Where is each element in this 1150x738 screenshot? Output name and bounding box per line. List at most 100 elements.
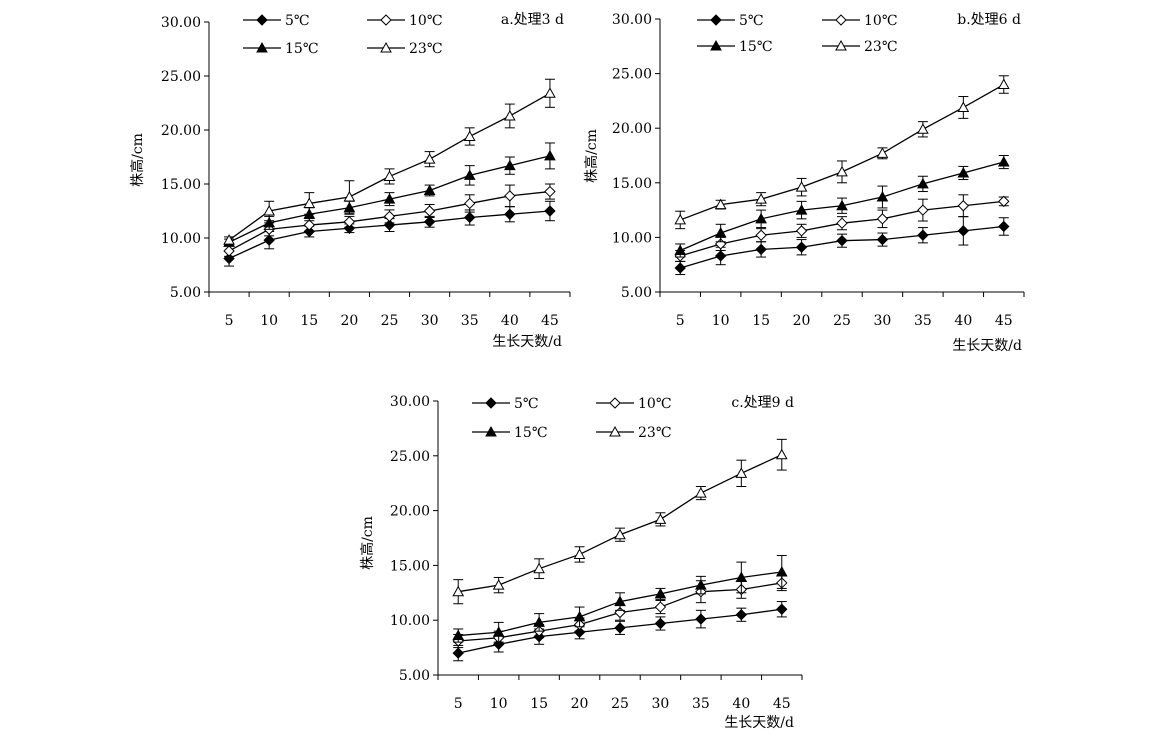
data-point: [917, 177, 929, 189]
data-point: [573, 610, 586, 622]
data-point: [423, 153, 436, 164]
legend-marker: [835, 39, 847, 51]
legend-label: 23℃: [638, 425, 671, 441]
data-point: [775, 448, 788, 460]
data-point: [755, 193, 767, 204]
y-tick-label: 5.00: [399, 668, 430, 684]
data-point: [614, 528, 626, 540]
data-point: [674, 213, 687, 225]
series-0: [452, 601, 788, 662]
data-point: [836, 199, 848, 211]
y-tick-label: 30.00: [161, 15, 201, 31]
legend-label: 5℃: [285, 13, 310, 29]
data-point: [263, 216, 276, 228]
y-tick-label: 10.00: [390, 613, 430, 629]
data-point: [573, 626, 586, 638]
x-tick-label: 35: [692, 696, 710, 712]
x-tick-label: 35: [914, 313, 932, 329]
legend-marker: [710, 39, 722, 51]
data-point: [917, 229, 929, 241]
legend-label: 5℃: [739, 13, 764, 29]
data-point: [876, 190, 889, 202]
x-tick-label: 15: [300, 313, 318, 329]
data-point: [998, 195, 1010, 208]
data-point: [876, 213, 889, 225]
x-tick-label: 40: [501, 313, 519, 329]
data-point: [544, 205, 556, 217]
y-tick-label: 5.00: [170, 285, 201, 301]
legend-marker: [485, 397, 497, 409]
y-tick-label: 25.00: [161, 69, 201, 85]
data-point: [714, 198, 727, 210]
x-tick-label: 45: [995, 313, 1013, 329]
x-tick-label: 30: [421, 313, 439, 329]
data-point: [343, 190, 356, 202]
data-point: [573, 548, 586, 559]
x-tick-label: 5: [225, 313, 234, 329]
data-point: [674, 244, 687, 256]
data-point: [303, 197, 316, 208]
data-point: [997, 156, 1010, 167]
data-point: [775, 565, 788, 577]
data-point: [504, 208, 516, 220]
y-tick-label: 5.00: [621, 285, 652, 301]
data-point: [795, 241, 808, 253]
data-point: [695, 487, 707, 498]
data-point: [654, 601, 667, 613]
series-0: [223, 200, 556, 267]
legend-marker: [835, 14, 847, 26]
y-axis-label: 株高/cm: [129, 133, 146, 187]
x-tick-label: 25: [611, 696, 629, 712]
x-tick-label: 10: [260, 313, 278, 329]
x-tick-label: 10: [712, 313, 730, 329]
data-point: [714, 250, 727, 262]
y-tick-label: 15.00: [161, 177, 201, 193]
chart-panel-a: 5.00 10.00 15.00 20.00 25.00 30.00 5 10 15 20 25 30…: [129, 12, 571, 350]
x-tick-label: 45: [773, 696, 791, 712]
data-point: [776, 603, 788, 615]
x-tick-label: 25: [381, 313, 399, 329]
y-tick-label: 25.00: [612, 67, 652, 83]
data-point: [464, 211, 476, 224]
series-3: [223, 78, 556, 245]
data-point: [795, 181, 808, 192]
legend-label: 23℃: [864, 39, 897, 55]
data-point: [836, 165, 848, 177]
legend-label: 15℃: [514, 425, 547, 441]
data-point: [533, 562, 545, 574]
legend-label: 10℃: [864, 13, 897, 29]
x-axis-label: 生长天数/d: [724, 715, 794, 731]
series-2: [452, 555, 788, 643]
legend-label: 15℃: [285, 41, 318, 57]
series-3: [452, 438, 788, 605]
x-tick-label: 35: [461, 313, 479, 329]
data-point: [695, 613, 707, 625]
legend-marker: [256, 14, 268, 26]
data-point: [957, 166, 970, 178]
data-point: [876, 233, 889, 246]
x-tick-label: 20: [340, 313, 358, 329]
data-point: [452, 647, 464, 659]
legend-label: 10℃: [409, 13, 442, 29]
legend-label: 5℃: [514, 396, 539, 412]
data-point: [917, 123, 929, 134]
x-tick-label: 45: [541, 313, 559, 329]
y-tick-label: 20.00: [390, 504, 430, 520]
legend-marker: [485, 425, 497, 437]
y-tick-label: 15.00: [390, 558, 430, 574]
legend-marker: [609, 397, 621, 409]
data-point: [263, 204, 276, 216]
data-point: [917, 204, 929, 216]
data-point: [714, 227, 727, 238]
chart-panel-b: 5.00 10.00 15.00 20.00 25.00 30.00 5 10 15 20 25 30…: [583, 12, 1025, 354]
data-point: [614, 622, 626, 634]
series-2: [674, 155, 1010, 258]
chart-panel-c: 5.00 10.00 15.00 20.00 25.00 30.00 5 10 15 20 25 30…: [359, 394, 803, 731]
x-tick-label: 40: [732, 696, 750, 712]
data-point: [735, 571, 748, 582]
x-tick-label: 40: [954, 313, 972, 329]
data-point: [998, 220, 1010, 233]
y-tick-label: 10.00: [612, 230, 652, 246]
series-2: [223, 142, 556, 247]
data-point: [423, 205, 436, 217]
